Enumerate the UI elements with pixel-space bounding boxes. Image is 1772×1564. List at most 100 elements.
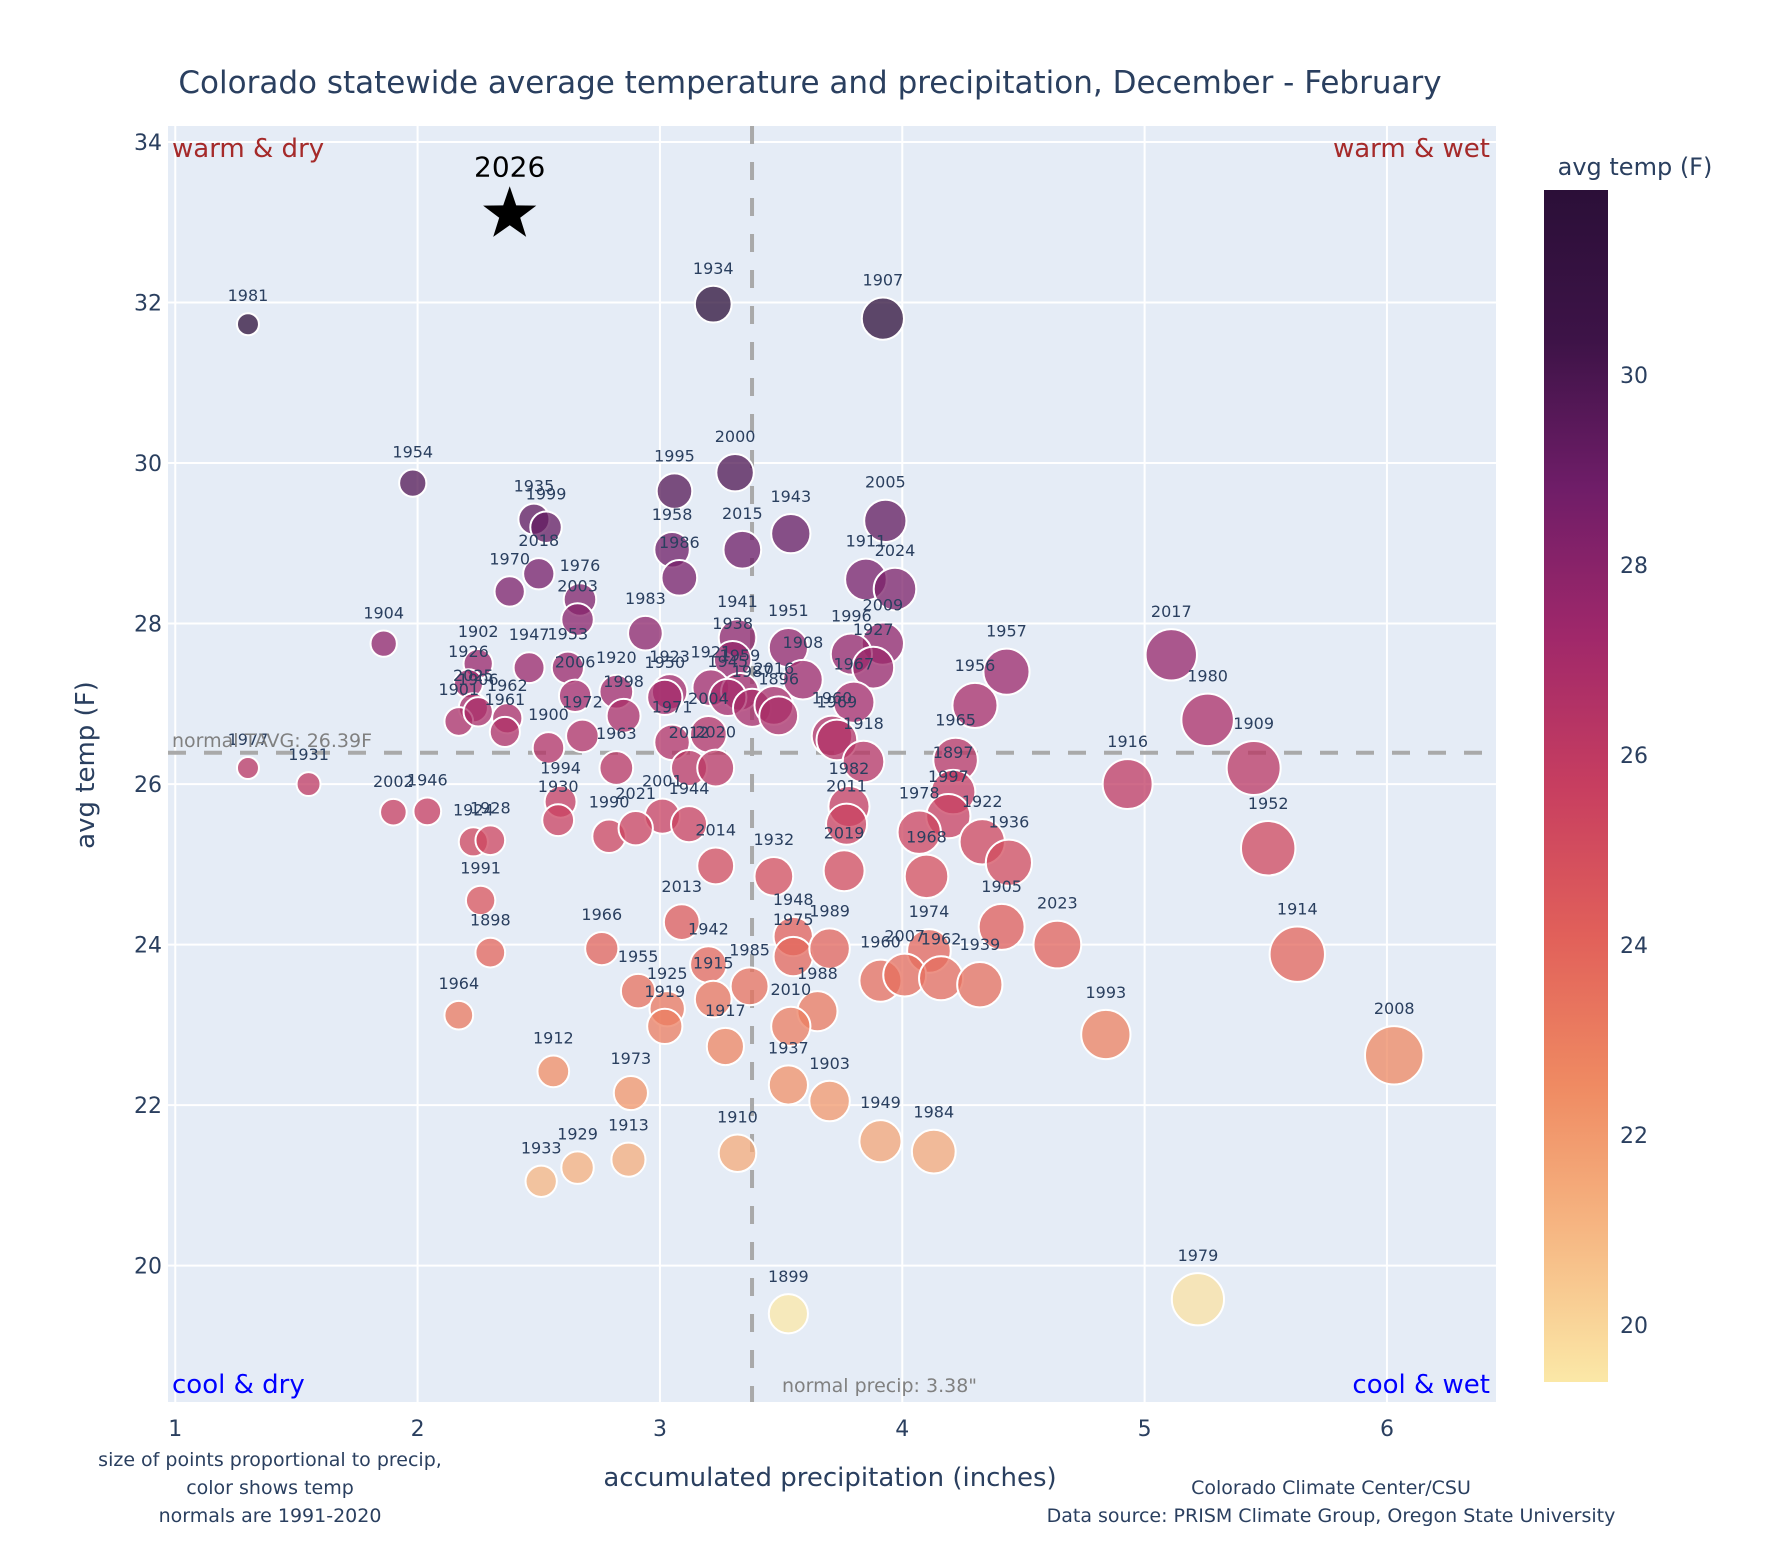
data-label: 1928 bbox=[470, 798, 511, 817]
data-point[interactable] bbox=[524, 1164, 558, 1198]
data-point[interactable] bbox=[782, 658, 824, 701]
data-point[interactable] bbox=[443, 999, 475, 1031]
data-point[interactable] bbox=[660, 558, 699, 597]
data-point[interactable] bbox=[918, 955, 965, 1002]
credit-line: Data source: PRISM Climate Group, Oregon… bbox=[1047, 1505, 1616, 1527]
data-point[interactable] bbox=[235, 756, 260, 781]
data-point[interactable] bbox=[696, 748, 736, 788]
data-point[interactable] bbox=[598, 750, 635, 786]
data-point[interactable] bbox=[536, 1054, 571, 1089]
data-point[interactable] bbox=[860, 296, 905, 341]
data-point[interactable] bbox=[617, 810, 654, 847]
data-point[interactable] bbox=[605, 697, 642, 734]
data-point[interactable] bbox=[398, 468, 428, 498]
data-point[interactable] bbox=[982, 647, 1031, 696]
data-point[interactable] bbox=[1180, 692, 1235, 748]
data-point[interactable] bbox=[662, 903, 701, 941]
data-point[interactable] bbox=[1144, 628, 1198, 682]
data-point[interactable] bbox=[584, 930, 620, 967]
data-point[interactable] bbox=[560, 602, 595, 637]
data-label: 2025 bbox=[453, 666, 494, 685]
data-point[interactable] bbox=[1101, 758, 1154, 811]
data-point[interactable] bbox=[717, 1133, 758, 1174]
data-point[interactable] bbox=[541, 803, 576, 838]
data-point[interactable] bbox=[1080, 1008, 1132, 1061]
data-point[interactable] bbox=[612, 1074, 649, 1112]
data-point[interactable] bbox=[412, 796, 443, 827]
colorbar-tick-label: 22 bbox=[1620, 1124, 1648, 1149]
data-point[interactable] bbox=[529, 510, 563, 544]
data-point[interactable] bbox=[565, 718, 600, 754]
data-point[interactable] bbox=[858, 1119, 903, 1164]
data-point[interactable] bbox=[841, 739, 886, 784]
data-point[interactable] bbox=[670, 805, 709, 844]
data-point[interactable] bbox=[474, 824, 507, 857]
data-label: 1906 bbox=[458, 670, 499, 689]
data-point[interactable] bbox=[474, 936, 507, 969]
data-point[interactable] bbox=[531, 731, 566, 765]
data-point[interactable] bbox=[863, 498, 908, 543]
data-point[interactable] bbox=[693, 284, 733, 324]
data-label: 1920 bbox=[596, 648, 637, 667]
data-point[interactable] bbox=[1268, 925, 1326, 983]
data-point[interactable] bbox=[522, 557, 556, 591]
data-point[interactable] bbox=[851, 645, 896, 690]
data-label: 1900 bbox=[528, 705, 569, 724]
data-point[interactable] bbox=[560, 1150, 595, 1185]
data-point[interactable] bbox=[729, 966, 770, 1007]
chart-title: Colorado statewide average temperature a… bbox=[178, 65, 1441, 101]
data-point[interactable] bbox=[753, 855, 795, 897]
data-point[interactable] bbox=[825, 802, 869, 846]
data-point[interactable] bbox=[822, 849, 866, 893]
data-label: 2002 bbox=[373, 772, 414, 791]
data-point[interactable] bbox=[872, 566, 918, 612]
data-point[interactable] bbox=[295, 771, 322, 798]
data-point[interactable] bbox=[758, 695, 800, 737]
data-point[interactable] bbox=[770, 513, 812, 555]
data-point[interactable] bbox=[379, 797, 408, 827]
data-point[interactable] bbox=[1032, 919, 1083, 970]
data-point[interactable] bbox=[705, 1026, 745, 1067]
data-point[interactable] bbox=[956, 961, 1004, 1009]
data-point[interactable] bbox=[951, 681, 999, 729]
data-point[interactable] bbox=[715, 452, 755, 493]
data-label: 2009 bbox=[863, 596, 904, 615]
data-point[interactable] bbox=[557, 678, 593, 713]
data-point[interactable] bbox=[488, 715, 521, 748]
data-point[interactable] bbox=[903, 853, 950, 900]
data-point[interactable] bbox=[369, 629, 398, 658]
data-point[interactable] bbox=[808, 1079, 851, 1123]
data-point[interactable] bbox=[1364, 1025, 1425, 1086]
data-point[interactable] bbox=[1225, 740, 1282, 796]
data-point[interactable] bbox=[1239, 820, 1297, 877]
data-point[interactable] bbox=[767, 1064, 809, 1106]
data-point[interactable] bbox=[512, 651, 546, 685]
data-point[interactable] bbox=[693, 979, 733, 1019]
data-point[interactable] bbox=[696, 846, 736, 886]
data-point[interactable] bbox=[646, 1007, 684, 1046]
data-label: 1969 bbox=[816, 693, 857, 712]
data-point[interactable] bbox=[627, 614, 664, 652]
data-point[interactable] bbox=[619, 972, 657, 1010]
data-label: 1993 bbox=[1085, 983, 1126, 1002]
data-point[interactable] bbox=[984, 838, 1033, 887]
data-point[interactable] bbox=[464, 884, 497, 917]
data-point[interactable] bbox=[896, 809, 942, 855]
data-point[interactable] bbox=[977, 902, 1026, 951]
data-point[interactable] bbox=[655, 472, 694, 510]
data-point[interactable] bbox=[910, 1128, 957, 1175]
data-point[interactable] bbox=[610, 1141, 647, 1178]
data-label: 1960 bbox=[860, 933, 901, 952]
data-point[interactable] bbox=[832, 680, 876, 724]
data-point[interactable] bbox=[646, 678, 684, 717]
star-icon[interactable] bbox=[483, 186, 537, 237]
data-point[interactable] bbox=[235, 312, 260, 337]
data-label: 1931 bbox=[288, 745, 329, 764]
data-label: 1911 bbox=[846, 532, 887, 551]
data-point[interactable] bbox=[493, 575, 526, 608]
data-point[interactable] bbox=[808, 927, 851, 970]
data-point[interactable] bbox=[770, 1005, 812, 1048]
data-point[interactable] bbox=[767, 1293, 809, 1335]
data-point[interactable] bbox=[722, 529, 763, 570]
data-point[interactable] bbox=[1170, 1272, 1226, 1327]
